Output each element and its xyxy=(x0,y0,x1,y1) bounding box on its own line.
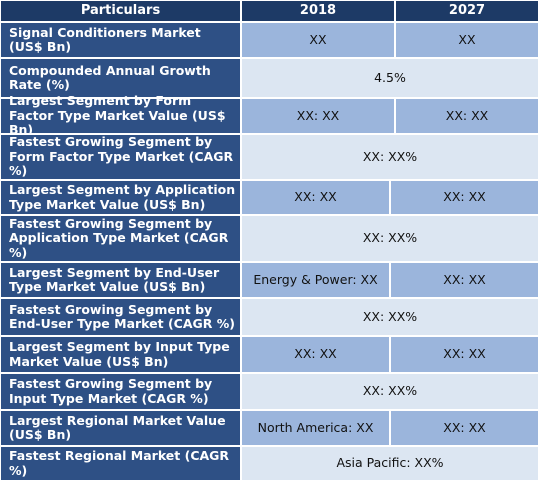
value-2018: North America: XX xyxy=(242,411,389,445)
row-label: Largest Regional Market Value (US$ Bn) xyxy=(1,411,240,445)
row-label: Signal Conditioners Market (US$ Bn) xyxy=(1,23,240,57)
header-particulars: Particulars xyxy=(1,1,240,21)
value-2027: XX: XX xyxy=(391,411,538,445)
header-2018: 2018 xyxy=(242,1,394,21)
header-2027: 2027 xyxy=(396,1,538,21)
value-2027: XX: XX xyxy=(396,99,538,133)
value-2027: XX: XX xyxy=(391,181,538,214)
value-2027: XX xyxy=(396,23,538,57)
value-2018: XX: XX xyxy=(242,99,394,133)
row-label: Fastest Growing Segment by End-User Type… xyxy=(1,299,240,335)
row-label: Fastest Growing Segment by Form Factor T… xyxy=(1,135,240,179)
value-2018: XX xyxy=(242,23,394,57)
value-merged: XX: XX% xyxy=(242,135,538,179)
row-label: Largest Segment by Application Type Mark… xyxy=(1,181,240,214)
value-merged: XX: XX% xyxy=(242,216,538,261)
row-label: Largest Segment by Form Factor Type Mark… xyxy=(1,94,240,137)
value-2018: XX: XX xyxy=(242,337,389,372)
row-label: Compounded Annual Growth Rate (%) xyxy=(1,59,240,97)
value-merged: Asia Pacific: XX% xyxy=(242,447,538,480)
value-2027: XX: XX xyxy=(391,263,538,297)
value-merged: XX: XX% xyxy=(242,374,538,409)
row-label: Largest Segment by End-User Type Market … xyxy=(1,263,240,297)
row-label: Fastest Growing Segment by Application T… xyxy=(1,216,240,261)
row-label: Largest Segment by Input Type Market Val… xyxy=(1,337,240,372)
value-merged: 4.5% xyxy=(242,59,538,97)
row-label: Fastest Growing Segment by Input Type Ma… xyxy=(1,374,240,409)
value-2027: XX: XX xyxy=(391,337,538,372)
value-merged: XX: XX% xyxy=(242,299,538,335)
row-label: Fastest Regional Market (CAGR %) xyxy=(1,447,240,480)
value-2018: XX: XX xyxy=(242,181,389,214)
value-2018: Energy & Power: XX xyxy=(242,263,389,297)
